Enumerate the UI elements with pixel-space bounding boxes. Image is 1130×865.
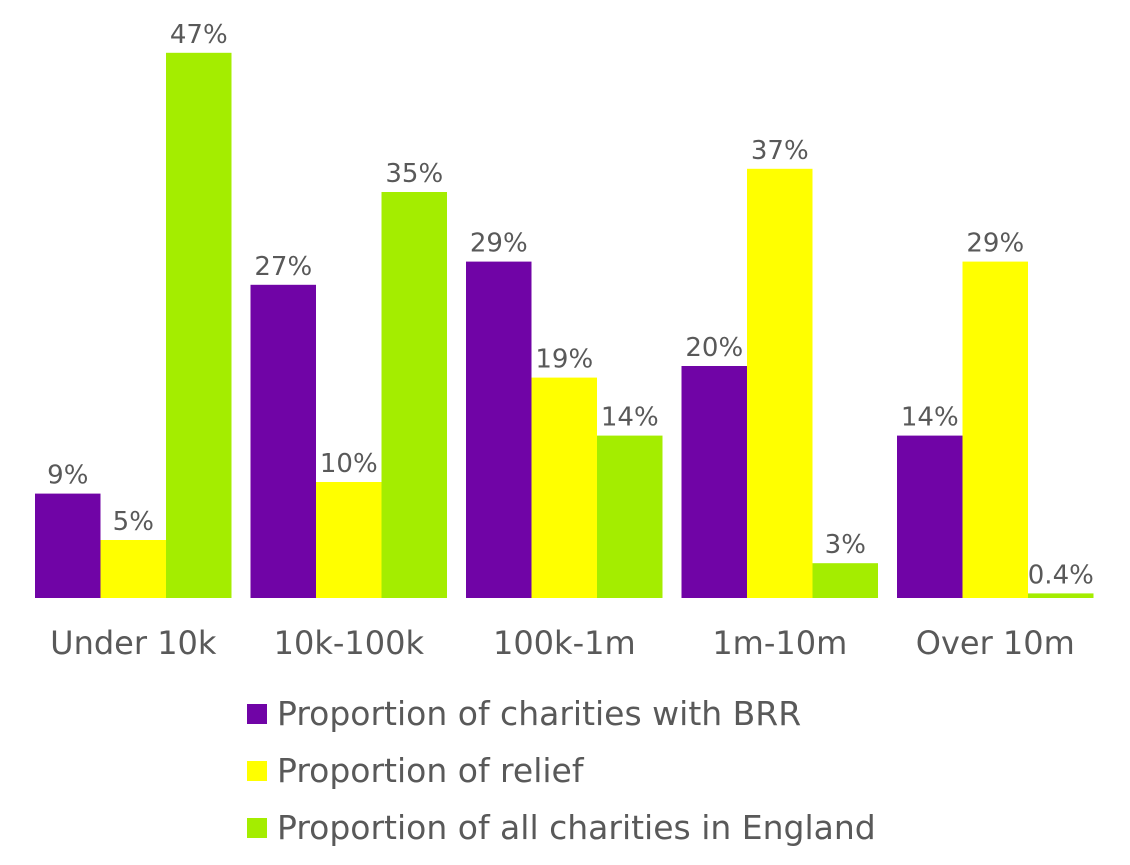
- x-tick-label-over-10m: Over 10m: [916, 624, 1075, 662]
- legend-swatch-all-charities: [247, 817, 267, 838]
- bar-all-charities-1m-10m: [812, 563, 878, 598]
- bar-all-charities-under-10k: [166, 52, 232, 599]
- data-label-all-charities-under-10k: 47%: [170, 20, 228, 50]
- x-tick-label-1m-10m: 1m-10m: [712, 624, 847, 662]
- legend-label-brr: Proportion of charities with BRR: [277, 694, 802, 733]
- bar-relief-over-10m: [962, 261, 1028, 598]
- data-label-brr-under-10k: 9%: [47, 461, 88, 491]
- bar-relief-under-10k: [100, 540, 166, 598]
- bar-all-charities-100k-1m: [597, 435, 663, 598]
- data-label-brr-100k-1m: 29%: [470, 229, 528, 259]
- x-tick-label-under-10k: Under 10k: [50, 624, 217, 662]
- legend-item-brr: Proportion of charities with BRR: [247, 685, 947, 742]
- bar-brr-10k-100k: [250, 284, 316, 598]
- legend-swatch-brr: [247, 703, 267, 724]
- x-tick-label-100k-1m: 100k-1m: [493, 624, 636, 662]
- data-label-all-charities-10k-100k: 35%: [385, 159, 443, 189]
- data-label-relief-under-10k: 5%: [113, 507, 154, 537]
- data-label-relief-1m-10m: 37%: [751, 136, 809, 166]
- legend-item-relief: Proportion of relief: [247, 742, 947, 799]
- data-label-brr-over-10m: 14%: [901, 403, 959, 433]
- bar-brr-over-10m: [897, 435, 963, 598]
- legend-label-relief: Proportion of relief: [277, 751, 584, 790]
- data-label-brr-1m-10m: 20%: [685, 333, 743, 363]
- data-label-relief-10k-100k: 10%: [320, 449, 378, 479]
- legend-swatch-relief: [247, 760, 267, 781]
- legend-label-all-charities: Proportion of all charities in England: [277, 808, 876, 847]
- data-label-relief-100k-1m: 19%: [535, 345, 593, 375]
- data-label-brr-10k-100k: 27%: [254, 252, 312, 282]
- bar-relief-100k-1m: [531, 377, 597, 598]
- bar-relief-1m-10m: [747, 168, 813, 599]
- data-label-all-charities-1m-10m: 3%: [825, 530, 866, 560]
- legend: Proportion of charities with BRR Proport…: [247, 685, 947, 856]
- bar-brr-under-10k: [35, 493, 101, 598]
- data-label-all-charities-over-10m: 0.4%: [1028, 560, 1094, 590]
- data-label-relief-over-10m: 29%: [966, 229, 1024, 259]
- bar-all-charities-10k-100k: [381, 192, 447, 598]
- bar-relief-10k-100k: [316, 482, 382, 598]
- legend-item-all-charities: Proportion of all charities in England: [247, 799, 947, 856]
- bar-brr-1m-10m: [681, 366, 747, 598]
- bar-all-charities-over-10m: [1028, 593, 1094, 598]
- bar-brr-100k-1m: [466, 261, 532, 598]
- x-tick-label-10k-100k: 10k-100k: [274, 624, 425, 662]
- data-label-all-charities-100k-1m: 14%: [601, 403, 659, 433]
